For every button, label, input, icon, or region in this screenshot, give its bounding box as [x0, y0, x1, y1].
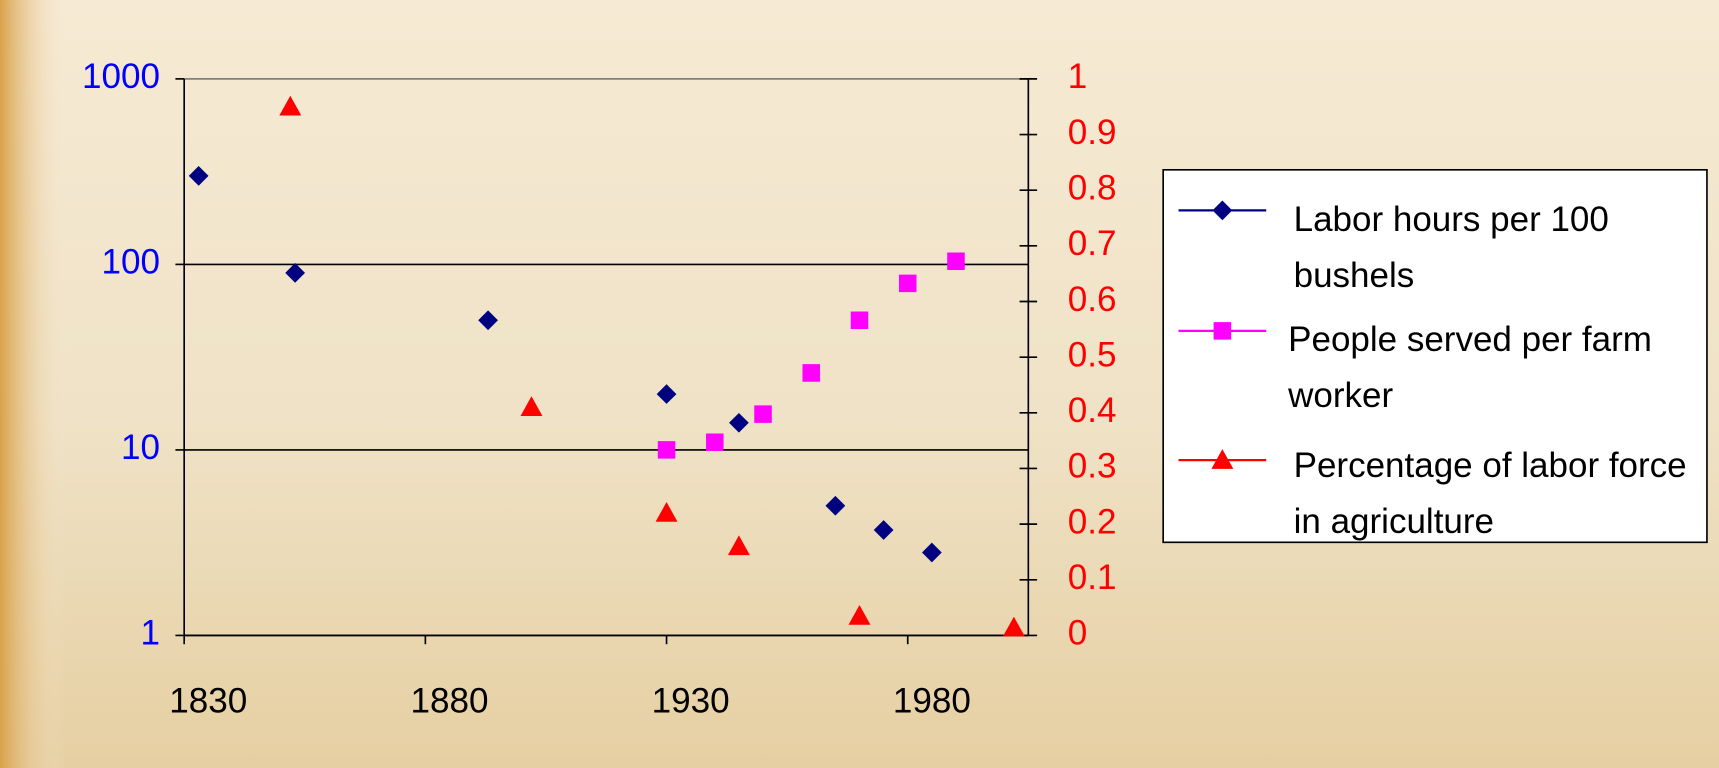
square-marker — [802, 364, 820, 382]
x-tick-label: 1930 — [652, 682, 730, 721]
y-tick-label: 10 — [121, 428, 160, 467]
y2-tick-label: 0.4 — [1068, 391, 1117, 430]
square-marker — [1214, 322, 1232, 340]
x-tick-label: 1980 — [893, 682, 971, 721]
y2-tick-label: 0.5 — [1068, 335, 1117, 374]
y2-tick-label: 0.2 — [1068, 502, 1117, 541]
legend-label: People served per farm worker — [1288, 312, 1698, 424]
y2-tick-label: 0 — [1068, 614, 1088, 653]
y2-tick-label: 0.9 — [1068, 113, 1117, 152]
square-marker — [899, 275, 917, 293]
y2-tick-label: 0.3 — [1068, 447, 1117, 486]
x-tick-label: 1880 — [410, 682, 488, 721]
y-tick-label: 1 — [141, 614, 161, 653]
y2-tick-label: 0.8 — [1068, 168, 1117, 207]
square-marker — [658, 441, 676, 459]
y2-tick-label: 0.6 — [1068, 280, 1117, 319]
y2-tick-label: 1 — [1068, 57, 1088, 96]
square-marker — [947, 252, 965, 270]
legend-label: Labor hours per 100 bushels — [1294, 192, 1704, 304]
square-marker — [754, 405, 772, 423]
square-marker — [851, 311, 869, 329]
y-tick-label: 100 — [102, 243, 161, 282]
legend-label: Percentage of labor force in agriculture — [1294, 438, 1704, 550]
square-marker — [706, 433, 724, 451]
x-tick-label: 1830 — [169, 682, 247, 721]
y2-tick-label: 0.1 — [1068, 558, 1117, 597]
background-edge — [0, 0, 66, 768]
y2-tick-label: 0.7 — [1068, 224, 1117, 263]
slide: 110100100000.10.20.30.40.50.60.70.80.911… — [0, 0, 1719, 768]
y-tick-label: 1000 — [82, 57, 160, 96]
